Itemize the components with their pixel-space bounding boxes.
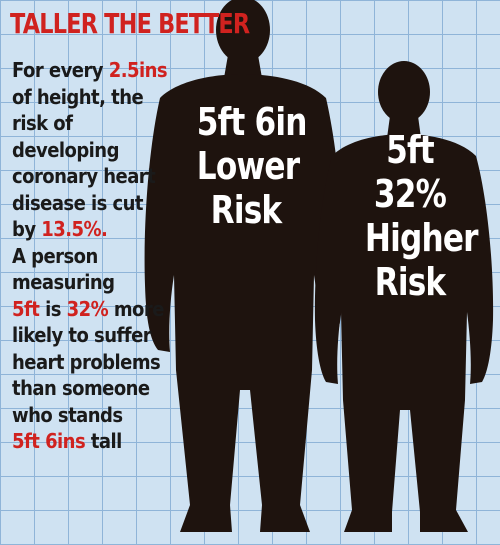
tall-label-height: 5ft 6in xyxy=(196,100,308,144)
highlight-text: 13.5%. xyxy=(41,217,108,241)
tall-label-risk-level: Lower xyxy=(196,144,300,188)
description-segment: of height, the xyxy=(12,84,144,109)
highlight-text: 5ft 6ins xyxy=(12,429,86,453)
short-person-silhouette xyxy=(314,61,494,532)
description-segment: measuring xyxy=(12,270,115,294)
description-segment: who stands xyxy=(12,402,123,427)
description-segment: is xyxy=(39,296,67,321)
description-line: coronary heart xyxy=(12,163,201,190)
page-title: TALLER THE BETTER xyxy=(10,7,250,40)
description-segment: A person xyxy=(12,243,98,268)
description-line: risk of xyxy=(12,110,201,137)
short-label-risk-word: Risk xyxy=(374,260,446,304)
highlight-text: 32% xyxy=(66,296,109,321)
description-segment: disease is cut xyxy=(12,190,144,215)
highlight-text: 2.5ins xyxy=(108,58,168,82)
description-line: A person xyxy=(12,243,201,270)
description-segment: coronary heart xyxy=(12,164,156,188)
description-line: 5ft is 32% more xyxy=(12,296,201,323)
short-label-percent: 32% xyxy=(373,172,447,216)
description-line: than someone xyxy=(12,375,201,402)
tall-label-risk-word: Risk xyxy=(210,188,282,232)
short-label-height: 5ft xyxy=(386,128,434,172)
description-segment: likely to suffer xyxy=(12,323,152,347)
description-line: likely to suffer xyxy=(12,322,201,349)
description-line: For every 2.5ins xyxy=(12,57,201,84)
description-segment: more xyxy=(108,296,165,321)
description-text: For every 2.5ins of height, the risk of dev… xyxy=(12,57,222,455)
description-segment: risk of xyxy=(12,111,73,135)
short-figure-label: 5ft 32% Higher Risk xyxy=(355,128,479,304)
description-line: 5ft 6ins tall xyxy=(12,428,201,455)
highlight-text: 5ft xyxy=(12,296,40,321)
description-segment: heart problems xyxy=(12,349,161,374)
description-segment: For every xyxy=(12,58,109,82)
description-line: measuring xyxy=(12,269,201,296)
description-line: developing xyxy=(12,137,201,164)
short-label-risk-level: Higher xyxy=(364,216,479,260)
description-line: disease is cut xyxy=(12,190,201,217)
description-segment: than someone xyxy=(12,376,150,400)
tall-person-silhouette xyxy=(144,0,344,532)
description-line: who stands xyxy=(12,402,201,429)
description-line: by 13.5%. xyxy=(12,216,201,243)
description-segment: by xyxy=(12,217,42,241)
description-segment: tall xyxy=(85,429,122,453)
tall-figure-label: 5ft 6in Lower Risk xyxy=(186,100,308,232)
description-segment: developing xyxy=(12,137,119,162)
description-line: of height, the xyxy=(12,84,201,111)
description-line: heart problems xyxy=(12,349,201,376)
